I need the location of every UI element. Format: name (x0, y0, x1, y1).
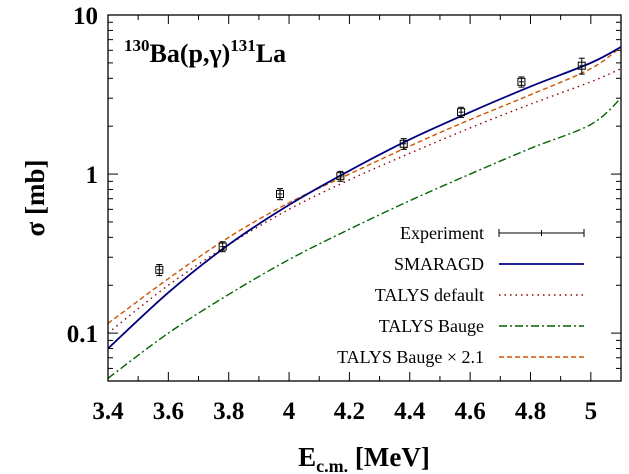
x-tick-label: 4.6 (454, 398, 485, 425)
legend-label-4: TALYS Bauge × 2.1 (337, 347, 484, 367)
experiment-point-6 (517, 76, 526, 88)
annotation-element: Ba (150, 39, 180, 68)
series-line-1 (108, 67, 621, 334)
experiment-marker (276, 189, 285, 198)
x-axis-title-sub: c.m. (316, 456, 348, 474)
plot-frame (107, 14, 622, 382)
y-tick-label: 10 (73, 3, 98, 30)
x-tick-label: 5 (585, 398, 598, 425)
series-line-0 (108, 46, 621, 350)
legend-label-2: TALYS default (375, 285, 484, 305)
x-axis-title-unit: [MeV] (348, 442, 430, 472)
axis-ticks: 3.4 3.6 3.8 4 4.2 4.4 4.6 4.8 5 0.1 1 10 (67, 3, 621, 425)
x-tick-label: 3.8 (213, 398, 244, 425)
x-tick-label: 4.2 (334, 398, 365, 425)
experiment-marker (517, 77, 526, 86)
experiment-marker (218, 242, 227, 251)
x-tick-label: 3.6 (153, 398, 184, 425)
reaction-label: 130Ba(p,γ)131La (124, 36, 286, 68)
experiment-marker (457, 108, 466, 117)
series-line-2 (108, 97, 621, 379)
experiment-point-4 (399, 138, 408, 150)
y-axis-title-group: σ [mb] (20, 160, 50, 237)
legend-label-3: TALYS Bauge (379, 316, 484, 336)
x-tick-label: 4 (283, 398, 296, 425)
annotation-mass: 130 (124, 36, 150, 55)
experiment-point-2 (276, 188, 285, 201)
annotation-product-mass: 131 (230, 36, 256, 55)
x-axis-title-group: Ec.m. [MeV] (298, 442, 430, 474)
experiment-point-5 (457, 106, 466, 118)
y-tick-label: 1 (86, 162, 99, 189)
experiment-marker (336, 172, 345, 181)
reaction-annotation: 130Ba(p,γ)131La (124, 36, 286, 68)
y-axis-title: σ [mb] (20, 160, 50, 237)
experiment-marker (155, 265, 164, 274)
legend-label-0: Experiment (400, 223, 484, 243)
experiment-points (155, 57, 586, 277)
series-line-3 (108, 46, 621, 325)
x-axis-title-main: E (298, 442, 316, 472)
experiment-point-3 (336, 170, 345, 182)
annotation-product: La (256, 39, 286, 68)
experiment-marker (577, 61, 586, 70)
experiment-point-0 (155, 264, 164, 277)
legend-label-1: SMARAGD (394, 254, 484, 274)
y-tick-label: 0.1 (67, 321, 98, 348)
annotation-reaction: (p,γ) (180, 39, 230, 68)
series-lines (108, 46, 621, 379)
x-axis-title: Ec.m. [MeV] (298, 442, 430, 474)
experiment-point-7 (577, 57, 586, 75)
x-tick-label: 3.4 (92, 398, 124, 425)
x-tick-label: 4.4 (394, 398, 426, 425)
x-tick-label: 4.8 (515, 398, 546, 425)
legend: Experiment SMARAGD TALYS default TALYS Baug… (337, 223, 585, 367)
experiment-marker (399, 139, 408, 148)
experiment-point-1 (218, 241, 227, 253)
